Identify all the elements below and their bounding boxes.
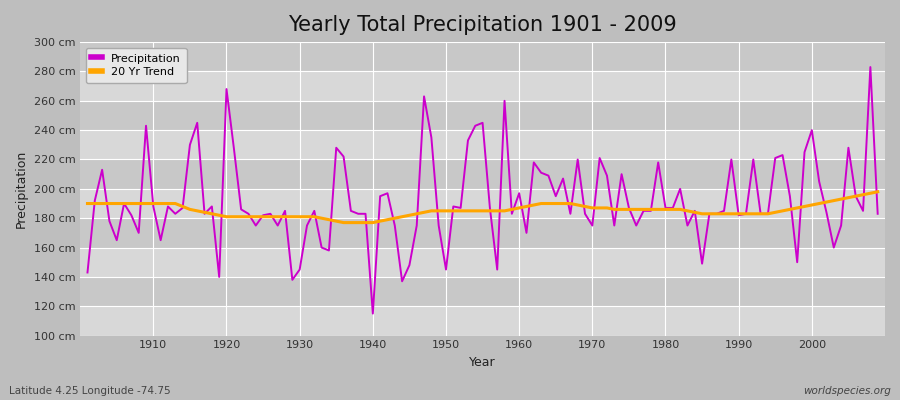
20 Yr Trend — [353, 220, 364, 225]
Precipitation — [514, 191, 525, 196]
Bar — [80, 130, 885, 160]
20 Yr Trend — [609, 207, 620, 212]
Bar — [80, 306, 885, 336]
Text: worldspecies.org: worldspecies.org — [803, 386, 891, 396]
Precipitation — [302, 223, 312, 228]
Title: Yearly Total Precipitation 1901 - 2009: Yearly Total Precipitation 1901 - 2009 — [288, 15, 677, 35]
Bar — [80, 160, 885, 189]
Bar — [80, 277, 885, 306]
Bar — [80, 218, 885, 248]
20 Yr Trend — [82, 201, 93, 206]
20 Yr Trend — [140, 201, 151, 206]
Precipitation — [140, 123, 151, 128]
Precipitation — [609, 223, 620, 228]
Bar — [80, 42, 885, 72]
Line: Precipitation: Precipitation — [87, 67, 878, 314]
20 Yr Trend — [338, 220, 349, 225]
20 Yr Trend — [872, 189, 883, 194]
Precipitation — [367, 311, 378, 316]
X-axis label: Year: Year — [469, 356, 496, 369]
20 Yr Trend — [302, 214, 312, 219]
Y-axis label: Precipitation: Precipitation — [15, 150, 28, 228]
20 Yr Trend — [521, 204, 532, 209]
Bar — [80, 248, 885, 277]
Line: 20 Yr Trend: 20 Yr Trend — [87, 192, 878, 222]
Precipitation — [521, 230, 532, 235]
Precipitation — [346, 208, 356, 213]
Bar — [80, 189, 885, 218]
Text: Latitude 4.25 Longitude -74.75: Latitude 4.25 Longitude -74.75 — [9, 386, 171, 396]
Legend: Precipitation, 20 Yr Trend: Precipitation, 20 Yr Trend — [86, 48, 186, 83]
20 Yr Trend — [514, 206, 525, 210]
Bar — [80, 101, 885, 130]
Bar — [80, 72, 885, 101]
Precipitation — [82, 270, 93, 275]
Precipitation — [865, 65, 876, 70]
Precipitation — [872, 211, 883, 216]
